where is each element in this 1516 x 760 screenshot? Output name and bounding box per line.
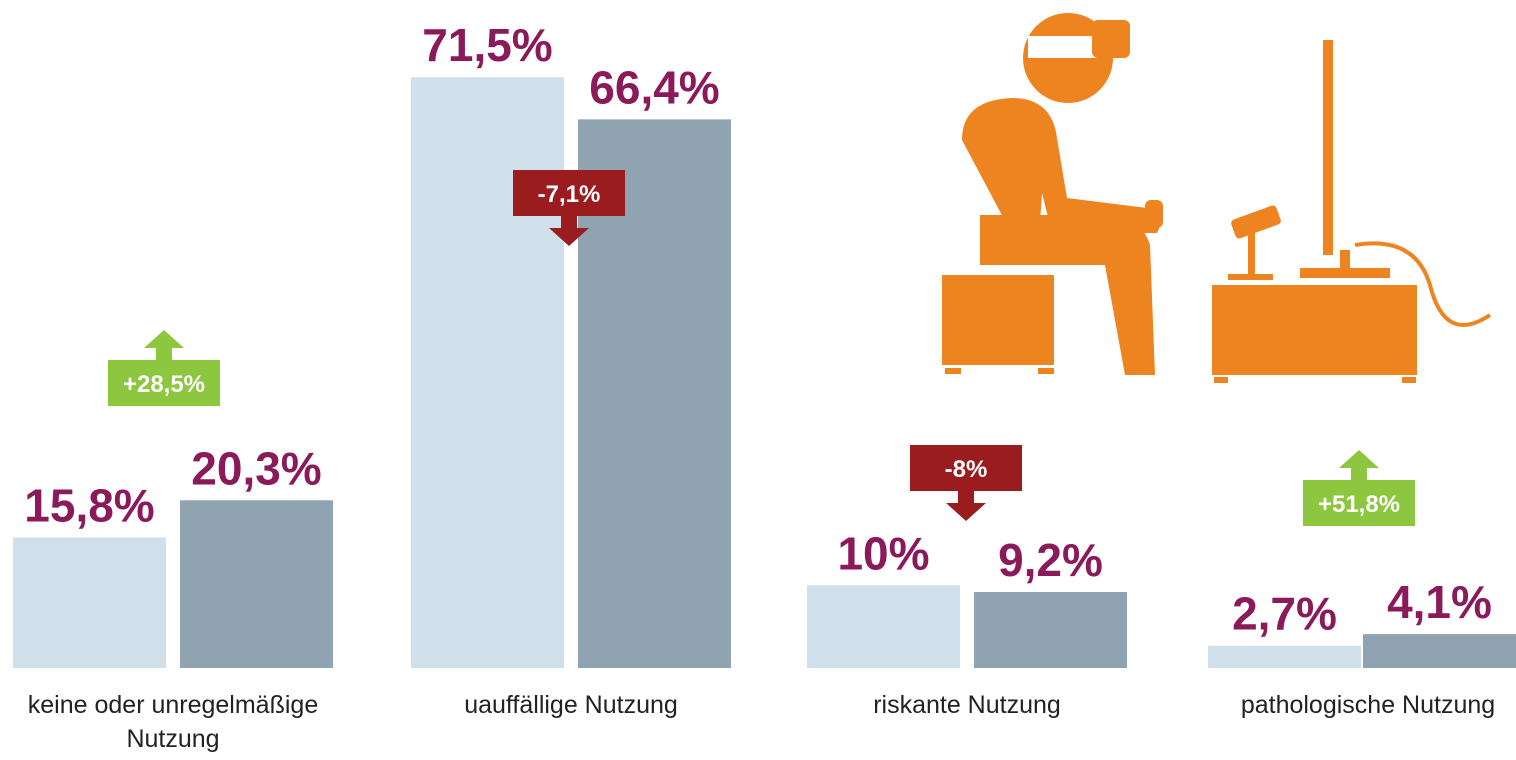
value-label: 20,3%	[191, 442, 321, 494]
bar	[1208, 646, 1361, 668]
bar	[180, 500, 333, 668]
arrow-up	[1339, 450, 1379, 480]
bar	[807, 585, 960, 668]
chart: 15,8% 20,3% 71,5% 66,4% 10% 9,2% 2,7% 4,1% +28,5…	[0, 0, 1516, 760]
change-badge: +51,8%	[1303, 450, 1415, 526]
bar	[1363, 634, 1516, 668]
category-label: uauffällige Nutzung	[411, 688, 731, 722]
value-label: 2,7%	[1232, 588, 1337, 640]
value-label: 15,8%	[24, 479, 154, 531]
value-label: 4,1%	[1387, 576, 1492, 628]
category-label: riskante Nutzung	[807, 688, 1127, 722]
bar	[974, 592, 1127, 668]
value-label: 71,5%	[422, 19, 552, 71]
bar	[411, 77, 564, 668]
change-label: -7,1%	[538, 181, 601, 208]
bar	[13, 537, 166, 668]
change-badge: -8%	[910, 445, 1022, 521]
category-label: pathologische Nutzung	[1208, 688, 1516, 722]
arrow-up	[144, 330, 184, 360]
value-label: 10%	[837, 527, 929, 579]
change-label: +28,5%	[123, 371, 205, 398]
category-label: keine oder unregelmäßige Nutzung	[13, 688, 333, 756]
change-badge: +28,5%	[108, 330, 220, 406]
change-label: +51,8%	[1318, 491, 1400, 518]
gamer-illustration	[942, 13, 1490, 383]
change-label: -8%	[945, 456, 988, 483]
arrow-down	[946, 491, 986, 521]
page: 15,8% 20,3% 71,5% 66,4% 10% 9,2% 2,7% 4,1% +28,5…	[0, 0, 1516, 760]
value-label: 9,2%	[998, 534, 1103, 586]
value-label: 66,4%	[589, 61, 719, 113]
